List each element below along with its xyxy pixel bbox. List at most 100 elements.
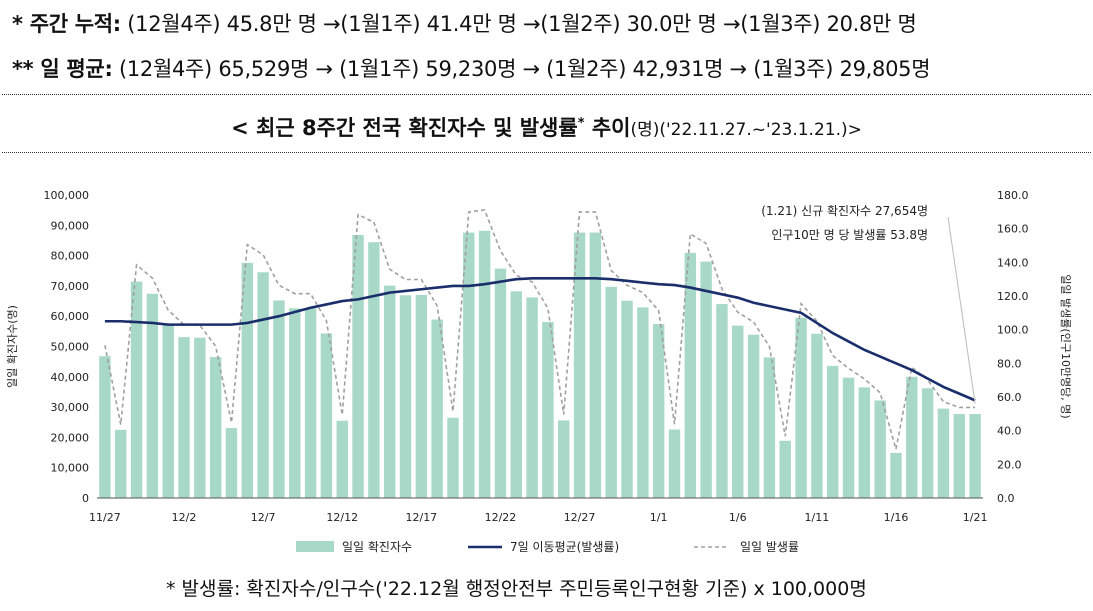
bar bbox=[621, 300, 633, 498]
bar bbox=[447, 417, 459, 498]
chart: 0 10,000 20,000 30,000 40,000 50,000 60,000 70,… bbox=[5, 189, 1073, 554]
legend-bar-swatch bbox=[296, 541, 334, 552]
y2-tick-label: 120.0 bbox=[997, 290, 1029, 303]
x-tick-label: 12/17 bbox=[405, 511, 437, 524]
y2-tick-label: 60.0 bbox=[997, 391, 1022, 404]
bar bbox=[494, 268, 507, 498]
bar bbox=[510, 291, 522, 498]
bar bbox=[273, 300, 285, 498]
bar bbox=[241, 262, 253, 498]
bar bbox=[953, 414, 965, 498]
y-tick-label: 60,000 bbox=[51, 310, 90, 323]
y-tick-label: 90,000 bbox=[51, 219, 90, 232]
x-tick-label: 1/1 bbox=[650, 511, 668, 524]
footnote: * 발생률: 확진자수/인구수('22.12월 행정안전부 주민등록인구현황 기… bbox=[166, 578, 867, 600]
bar bbox=[478, 230, 491, 498]
bar bbox=[668, 429, 681, 498]
bar bbox=[779, 440, 791, 498]
bar bbox=[320, 333, 333, 498]
x-tick-label: 1/21 bbox=[963, 511, 988, 524]
y-tick-label: 70,000 bbox=[51, 280, 90, 293]
divider-bottom bbox=[2, 152, 1091, 153]
annotation-line2: 인구10만 명 당 발생률 53.8명 bbox=[771, 228, 928, 242]
bar bbox=[336, 420, 348, 498]
bar bbox=[811, 333, 823, 498]
legend-bar-label: 일일 확진자수 bbox=[342, 540, 412, 554]
bar bbox=[827, 365, 839, 498]
bar bbox=[352, 234, 364, 498]
bar bbox=[257, 272, 269, 498]
bar bbox=[368, 242, 380, 498]
chart-title-main: < 최근 8주간 전국 확진자수 및 발생률 bbox=[231, 116, 578, 140]
bar bbox=[716, 304, 728, 498]
y2-tick-label: 160.0 bbox=[997, 223, 1029, 236]
daily-summary-text: (12월4주) 65,529명 → (1월1주) 59,230명 → (1월2주… bbox=[118, 57, 931, 81]
weekly-summary: * 주간 누적: (12월4주) 45.8만 명 →(1월1주) 41.4만 명… bbox=[12, 8, 917, 38]
annotation-line1: (1.21) 신규 확진자수 27,654명 bbox=[761, 204, 928, 218]
bar bbox=[605, 286, 617, 498]
annotation-leader-line bbox=[947, 216, 976, 404]
y2-tick-label: 0.0 bbox=[997, 492, 1015, 505]
bar bbox=[99, 356, 111, 498]
x-tick-label: 11/27 bbox=[89, 511, 121, 524]
weekly-summary-text: (12월4주) 45.8만 명 →(1월1주) 41.4만 명 →(1월2주) … bbox=[127, 12, 917, 36]
y2-axis-title: 일일 발생률(인구10만명당, 명) bbox=[1059, 274, 1073, 418]
y-tick-label: 10,000 bbox=[51, 462, 90, 475]
y2-tick-label: 180.0 bbox=[997, 189, 1029, 202]
chart-title-tail: 추이 bbox=[591, 116, 631, 140]
bar bbox=[399, 295, 412, 498]
bar bbox=[573, 232, 586, 498]
bar bbox=[842, 377, 855, 498]
y-tick-label: 100,000 bbox=[44, 189, 90, 202]
bar bbox=[637, 307, 649, 498]
y-tick-label: 0 bbox=[82, 492, 89, 505]
bar bbox=[890, 452, 902, 498]
bar bbox=[652, 324, 665, 498]
bar bbox=[542, 321, 554, 498]
x-tick-label: 1/11 bbox=[805, 511, 830, 524]
y-tick-label: 40,000 bbox=[51, 371, 90, 384]
moving-average-line bbox=[104, 277, 976, 402]
bar bbox=[763, 357, 776, 498]
bar bbox=[700, 261, 712, 498]
bar bbox=[906, 376, 918, 498]
bar bbox=[162, 323, 174, 498]
y-tick-label: 30,000 bbox=[51, 401, 90, 414]
bar bbox=[415, 294, 428, 498]
bar bbox=[858, 387, 871, 498]
x-tick-label: 12/12 bbox=[326, 511, 358, 524]
y-tick-label: 80,000 bbox=[51, 250, 90, 263]
bar bbox=[937, 408, 950, 498]
bar bbox=[921, 388, 934, 498]
y-tick-label: 20,000 bbox=[51, 431, 90, 444]
y2-tick-label: 20.0 bbox=[997, 458, 1022, 471]
bar bbox=[130, 281, 143, 498]
x-tick-label: 1/16 bbox=[884, 511, 909, 524]
x-tick-label: 12/7 bbox=[251, 511, 276, 524]
bar bbox=[115, 429, 127, 498]
bar bbox=[589, 232, 602, 498]
rate-line bbox=[104, 209, 976, 450]
bar bbox=[304, 308, 317, 498]
bar bbox=[526, 297, 538, 498]
bar bbox=[747, 334, 760, 498]
bar bbox=[463, 232, 475, 498]
divider-top bbox=[2, 94, 1091, 95]
legend-rate-label: 일일 발생률 bbox=[740, 540, 799, 554]
y2-tick-label: 100.0 bbox=[997, 324, 1029, 337]
chart-title-unit: (명)('22.11.27.~'23.1.21.)> bbox=[630, 120, 862, 140]
bar bbox=[969, 414, 981, 498]
bar bbox=[795, 317, 807, 498]
bar bbox=[431, 319, 443, 498]
legend-ma-label: 7일 이동평균(발생률) bbox=[510, 540, 619, 554]
bar bbox=[194, 337, 206, 498]
weekly-summary-label: * 주간 누적: bbox=[12, 12, 121, 36]
daily-summary-label: ** 일 평균: bbox=[12, 57, 113, 81]
bar bbox=[684, 252, 696, 498]
y2-tick-label: 40.0 bbox=[997, 425, 1022, 438]
bar bbox=[146, 293, 159, 498]
x-tick-label: 1/6 bbox=[729, 511, 747, 524]
chart-title: < 최근 8주간 전국 확진자수 및 발생률* 추이(명)('22.11.27.… bbox=[0, 112, 1093, 142]
daily-summary: ** 일 평균: (12월4주) 65,529명 → (1월1주) 59,230… bbox=[12, 53, 931, 83]
bar bbox=[732, 325, 744, 498]
